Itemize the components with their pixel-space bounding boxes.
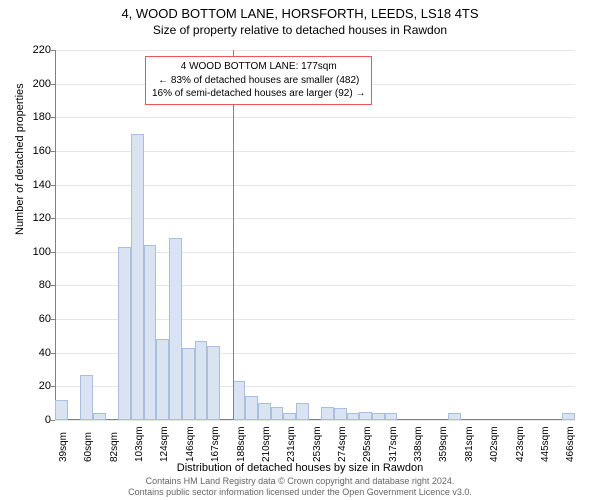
x-tick-label: 466sqm [565, 426, 576, 462]
y-axis-line [55, 50, 56, 420]
x-tick-label: 317sqm [388, 426, 399, 462]
info-line: ← 83% of detached houses are smaller (48… [152, 74, 365, 88]
histogram-bar [271, 407, 284, 420]
histogram-bar [80, 375, 93, 420]
histogram-bar [118, 247, 131, 420]
x-tick-label: 124sqm [159, 426, 170, 462]
x-tick-label: 359sqm [438, 426, 449, 462]
x-tick-label: 231sqm [286, 426, 297, 462]
histogram-bar [296, 403, 309, 420]
histogram-bar [55, 400, 68, 420]
y-tick-label: 180 [23, 111, 51, 123]
histogram-bar [372, 413, 385, 420]
histogram-bar [195, 341, 208, 420]
y-tick-mark [51, 420, 55, 421]
histogram-bar [245, 396, 258, 420]
histogram-bar [334, 408, 347, 420]
gridline [55, 420, 575, 421]
y-tick-label: 0 [23, 414, 51, 426]
chart-title-address: 4, WOOD BOTTOM LANE, HORSFORTH, LEEDS, L… [0, 0, 600, 21]
x-tick-label: 167sqm [210, 426, 221, 462]
x-tick-label: 253sqm [312, 426, 323, 462]
gridline [55, 117, 575, 118]
y-tick-label: 20 [23, 380, 51, 392]
histogram-bar [144, 245, 157, 420]
y-tick-label: 80 [23, 279, 51, 291]
histogram-bar [131, 134, 144, 420]
x-tick-label: 295sqm [362, 426, 373, 462]
histogram-bar [359, 412, 372, 420]
reference-line [233, 50, 234, 420]
x-tick-label: 210sqm [261, 426, 272, 462]
histogram-bar [385, 413, 398, 420]
chart-title-subtitle: Size of property relative to detached ho… [0, 21, 600, 37]
y-tick-label: 200 [23, 78, 51, 90]
x-tick-label: 338sqm [413, 426, 424, 462]
x-tick-label: 188sqm [236, 426, 247, 462]
histogram-bar [347, 413, 360, 420]
x-tick-label: 274sqm [337, 426, 348, 462]
x-tick-label: 146sqm [185, 426, 196, 462]
x-tick-label: 423sqm [515, 426, 526, 462]
y-tick-label: 160 [23, 145, 51, 157]
x-tick-label: 60sqm [83, 432, 94, 462]
x-tick-label: 82sqm [109, 432, 120, 462]
histogram-bar [448, 413, 461, 420]
histogram-bar [258, 403, 271, 420]
histogram-bar [156, 339, 169, 420]
y-tick-label: 140 [23, 179, 51, 191]
footer-line-2: Contains public sector information licen… [0, 487, 600, 498]
histogram-bar [93, 413, 106, 420]
footer-line-1: Contains HM Land Registry data © Crown c… [0, 476, 600, 487]
info-line: 4 WOOD BOTTOM LANE: 177sqm [152, 60, 365, 74]
chart-footer: Contains HM Land Registry data © Crown c… [0, 476, 600, 498]
histogram-bar [169, 238, 182, 420]
histogram-bar [233, 381, 246, 420]
histogram-bar [562, 413, 575, 420]
x-axis-label: Distribution of detached houses by size … [0, 462, 600, 474]
info-box: 4 WOOD BOTTOM LANE: 177sqm← 83% of detac… [145, 56, 372, 105]
info-line: 16% of semi-detached houses are larger (… [152, 87, 365, 101]
chart-plot-area: 02040608010012014016018020022039sqm60sqm… [55, 50, 575, 420]
y-tick-label: 60 [23, 313, 51, 325]
histogram-bar [321, 407, 334, 420]
histogram-bar [182, 348, 195, 420]
histogram-bar [283, 413, 296, 420]
x-tick-label: 445sqm [540, 426, 551, 462]
x-tick-label: 39sqm [58, 432, 69, 462]
x-tick-label: 402sqm [489, 426, 500, 462]
x-tick-label: 103sqm [134, 426, 145, 462]
gridline [55, 50, 575, 51]
y-tick-label: 220 [23, 44, 51, 56]
y-tick-label: 120 [23, 212, 51, 224]
y-tick-label: 100 [23, 246, 51, 258]
histogram-bar [207, 346, 220, 420]
y-tick-label: 40 [23, 347, 51, 359]
x-tick-label: 381sqm [464, 426, 475, 462]
